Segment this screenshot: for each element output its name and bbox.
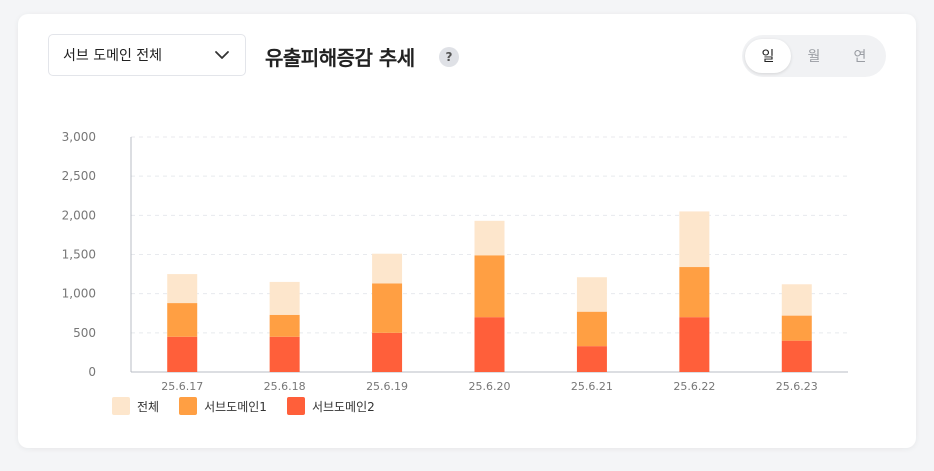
bar-sub2 [372,332,403,372]
bar-total [781,284,812,316]
chart-legend: 전체 서브도메인1 서브도메인2 [112,397,375,415]
x-tick-label: 25.6.20 [469,380,511,393]
bar-sub2 [576,346,607,372]
chevron-down-icon [213,46,231,64]
x-tick-label: 25.6.21 [571,380,613,393]
x-tick-label: 25.6.23 [776,380,818,393]
x-tick-label: 25.6.22 [673,380,715,393]
legend-label-total: 전체 [137,399,160,414]
help-icon[interactable]: ? [439,47,459,67]
bar-sub2 [167,336,198,372]
legend-item-sub1: 서브도메인1 [179,397,267,415]
subdomain-dropdown[interactable]: 서브 도메인 전체 [48,34,246,76]
y-tick-label: 1,000 [62,287,96,301]
period-option-day[interactable]: 일 [745,39,791,73]
bar-sub1 [269,314,300,337]
legend-label-sub1: 서브도메인1 [204,399,267,414]
bar-sub1 [781,315,812,341]
y-tick-label: 500 [73,326,96,340]
legend-item-sub2: 서브도메인2 [286,397,375,415]
x-tick-label: 25.6.17 [161,380,203,393]
period-toggle: 일 월 연 [742,35,886,77]
bar-sub1 [474,255,505,318]
y-tick-label: 2,000 [62,208,96,222]
bar-total [372,253,403,284]
trend-card: 서브 도메인 전체 유출피해증감 추세 ? 일 월 연 [18,14,916,448]
bar-sub1 [372,283,403,333]
legend-label-sub2: 서브도메인2 [311,399,375,414]
bar-sub2 [474,317,505,372]
subdomain-dropdown-label: 서브 도메인 전체 [63,48,163,64]
y-tick-label: 2,500 [62,169,96,183]
bar-sub1 [167,303,198,337]
bar-total [269,281,300,315]
legend-swatch-total [112,397,130,415]
y-tick-label: 1,500 [62,248,96,262]
legend-swatch-sub1 [179,397,198,415]
period-option-month[interactable]: 월 [807,49,821,65]
bar-sub1 [679,267,710,318]
x-tick-label: 25.6.19 [366,380,408,393]
bar-total [474,220,505,256]
bar-sub2 [781,340,812,372]
bar-sub2 [269,336,300,372]
x-tick-label: 25.6.18 [264,380,306,393]
bar-sub1 [576,311,607,347]
legend-swatch-sub2 [286,397,305,415]
y-tick-label: 3,000 [62,130,96,144]
bar-total [679,211,710,268]
bar-total [576,277,607,312]
chart-title: 유출피해증감 추세 [265,46,415,70]
period-option-year[interactable]: 연 [853,49,867,65]
y-tick-label: 0 [88,365,96,379]
legend-item-total: 전체 [112,397,159,415]
bar-total [167,274,198,304]
bar-sub2 [679,317,710,372]
